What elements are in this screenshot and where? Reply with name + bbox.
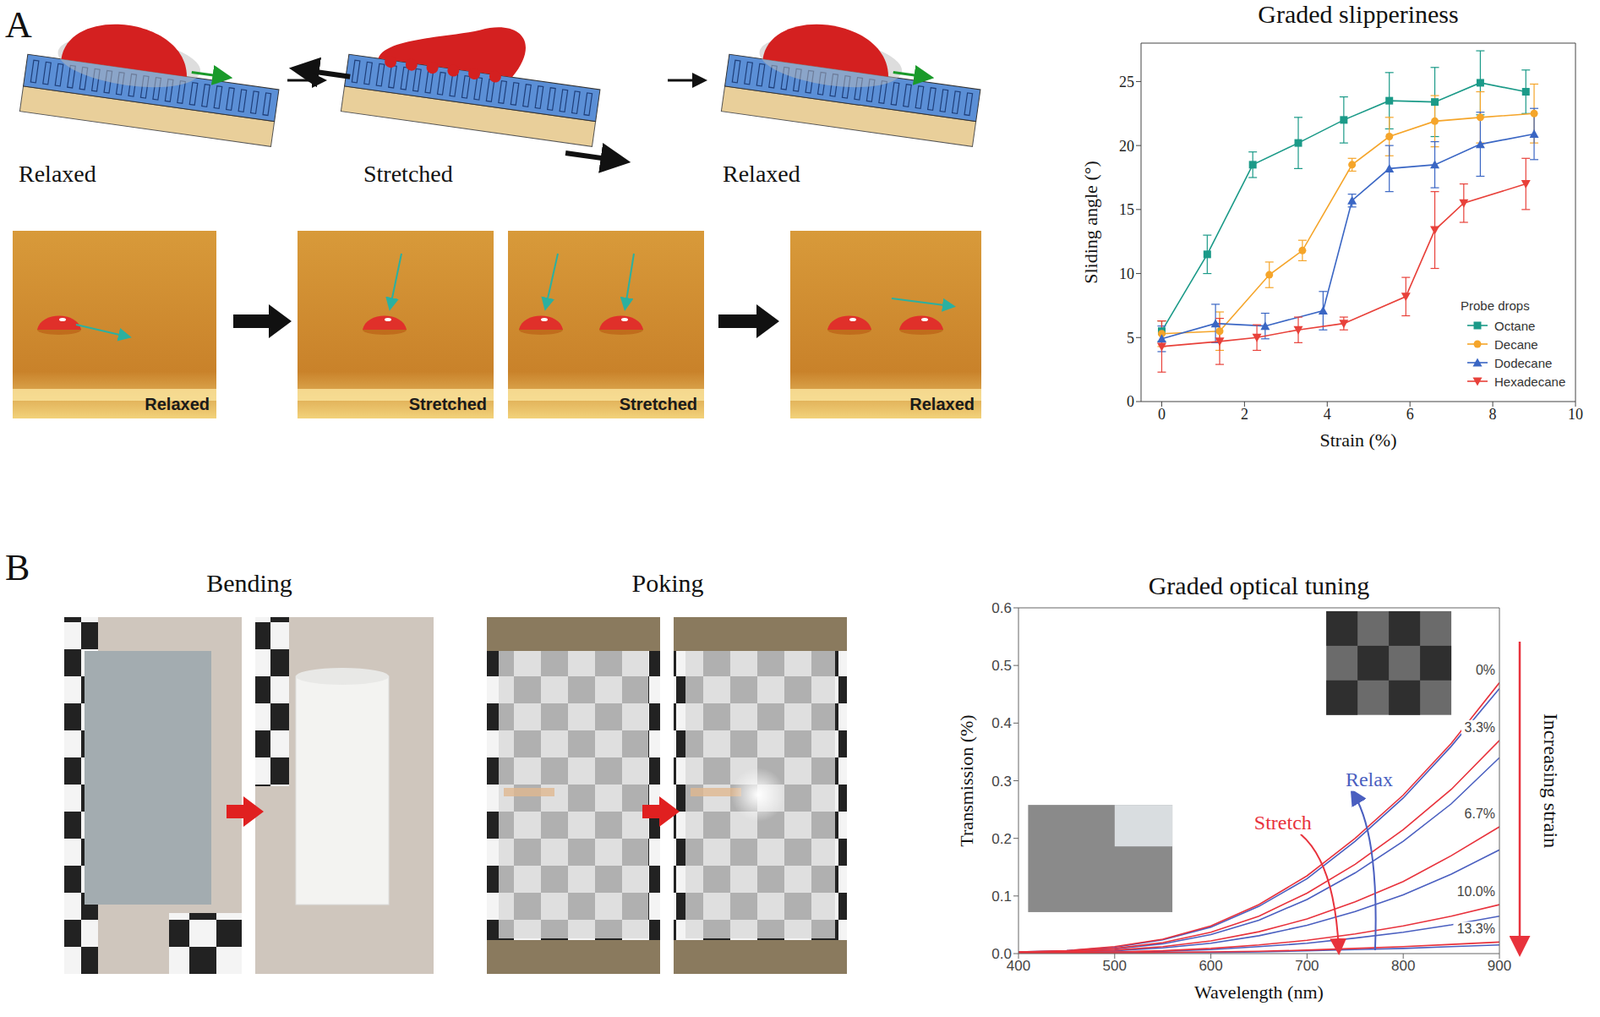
- svg-text:8: 8: [1489, 405, 1497, 423]
- svg-text:800: 800: [1391, 957, 1415, 974]
- svg-text:Relaxed: Relaxed: [144, 394, 210, 414]
- svg-text:900: 900: [1487, 957, 1512, 974]
- svg-text:A: A: [5, 4, 33, 46]
- svg-text:0: 0: [1126, 393, 1135, 410]
- svg-text:0: 0: [1157, 405, 1166, 423]
- html-text:Probe drops: Probe drops: [1460, 298, 1530, 313]
- svg-text:0.6: 0.6: [991, 600, 1012, 617]
- svg-text:Bending: Bending: [206, 568, 293, 597]
- svg-text:400: 400: [1006, 957, 1031, 974]
- svg-text:700: 700: [1294, 957, 1319, 974]
- svg-text:600: 600: [1198, 957, 1223, 974]
- svg-text:20: 20: [1119, 137, 1135, 155]
- svg-text:0.1: 0.1: [991, 888, 1012, 905]
- html-text:Dodecane: Dodecane: [1494, 355, 1553, 370]
- svg-text:0.4: 0.4: [991, 715, 1012, 732]
- svg-text:500: 500: [1103, 957, 1127, 974]
- svg-text:6.7%: 6.7%: [1464, 806, 1496, 821]
- svg-text:Stretched: Stretched: [363, 160, 454, 187]
- svg-text:Wavelength (nm): Wavelength (nm): [1194, 981, 1324, 1003]
- svg-text:Transmission (%): Transmission (%): [955, 714, 978, 847]
- html-text:Octane: Octane: [1494, 318, 1536, 333]
- svg-text:15: 15: [1119, 201, 1135, 219]
- html-text:Graded optical tuning: Graded optical tuning: [1148, 571, 1370, 600]
- svg-text:10.0%: 10.0%: [1457, 884, 1496, 899]
- svg-text:10: 10: [1119, 265, 1135, 283]
- svg-text:0.5: 0.5: [991, 657, 1012, 674]
- svg-text:Relaxed: Relaxed: [18, 160, 97, 187]
- svg-text:25: 25: [1119, 73, 1135, 91]
- svg-text:Increasing strain: Increasing strain: [1539, 713, 1562, 848]
- svg-text:B: B: [5, 546, 30, 589]
- svg-text:2: 2: [1240, 405, 1249, 423]
- svg-text:Relaxed: Relaxed: [909, 394, 975, 414]
- html-text:Hexadecane: Hexadecane: [1494, 374, 1566, 389]
- svg-text:Stretched: Stretched: [409, 394, 487, 414]
- html-text:Decane: Decane: [1494, 336, 1539, 352]
- svg-text:0.0: 0.0: [991, 945, 1012, 962]
- svg-text:Sliding angle (°): Sliding angle (°): [1080, 160, 1102, 284]
- svg-text:13.3%: 13.3%: [1457, 921, 1496, 936]
- svg-text:4: 4: [1323, 405, 1332, 423]
- svg-text:6: 6: [1406, 405, 1415, 423]
- svg-text:Relax: Relax: [1345, 768, 1393, 791]
- svg-text:Stretched: Stretched: [619, 394, 698, 414]
- svg-text:Poking: Poking: [631, 568, 704, 597]
- svg-text:Relaxed: Relaxed: [722, 160, 801, 187]
- svg-text:5: 5: [1126, 329, 1135, 347]
- svg-text:10: 10: [1567, 405, 1584, 423]
- svg-text:3.3%: 3.3%: [1464, 720, 1496, 735]
- html-text:Graded slipperiness: Graded slipperiness: [1257, 0, 1459, 28]
- svg-text:0.2: 0.2: [991, 830, 1012, 847]
- svg-text:Strain (%): Strain (%): [1319, 429, 1397, 451]
- svg-text:Stretch: Stretch: [1254, 811, 1312, 834]
- svg-text:0.3: 0.3: [991, 773, 1012, 790]
- svg-text:0%: 0%: [1475, 662, 1496, 678]
